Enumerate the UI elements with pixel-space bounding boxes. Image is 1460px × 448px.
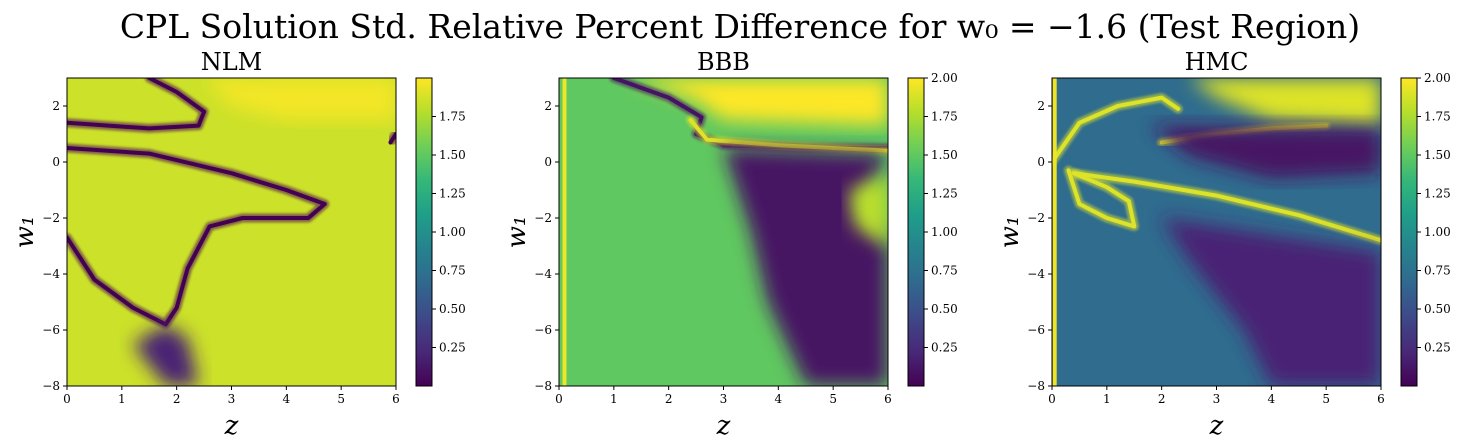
colorbar-tick-label: 0.75 — [439, 264, 466, 278]
y-axis-label: w₁ — [502, 216, 532, 249]
y-axis-label: w₁ — [995, 216, 1025, 249]
bright-region — [849, 176, 888, 246]
x-tick-label: 0 — [63, 392, 71, 406]
y-tick-label: −2 — [534, 211, 552, 225]
x-tick-label: 6 — [392, 392, 400, 406]
x-tick-label: 0 — [1048, 392, 1056, 406]
y-tick-label: −6 — [1027, 323, 1045, 337]
colorbar-tick-label: 1.25 — [439, 187, 466, 201]
contour-line — [688, 118, 888, 153]
y-tick-label: 2 — [1037, 99, 1045, 113]
x-tick-label: 3 — [720, 392, 728, 406]
bright-region — [149, 78, 396, 120]
colorbar — [415, 77, 433, 387]
y-tick-label: −4 — [534, 267, 552, 281]
y-tick-label: −4 — [42, 267, 60, 281]
panel-title: NLM — [201, 48, 263, 76]
heatmap-area — [67, 78, 396, 386]
x-tick-label: 6 — [884, 392, 892, 406]
colorbar-tick-label: 1.50 — [931, 148, 958, 162]
colorbar-tick-label: 0.25 — [1424, 341, 1451, 355]
contour-line — [67, 146, 327, 327]
dark-region — [723, 148, 888, 386]
y-tick-label: 0 — [544, 155, 552, 169]
bright-region — [630, 78, 888, 126]
x-tick-label: 1 — [610, 392, 618, 406]
x-tick-label: 4 — [283, 392, 291, 406]
colorbar-tick-label: 1.50 — [439, 148, 466, 162]
heatmap-area — [559, 78, 888, 386]
y-tick-label: −8 — [42, 379, 60, 393]
colorbar-tick-label: 2.00 — [1424, 71, 1451, 85]
contour-line — [388, 132, 396, 145]
contour-line — [67, 78, 207, 131]
x-tick-label: 0 — [555, 392, 563, 406]
x-axis-label: z — [1209, 411, 1224, 441]
y-tick-label: −8 — [1027, 379, 1045, 393]
y-tick-label: −4 — [1027, 267, 1045, 281]
colorbar-tick-label: 0.50 — [439, 302, 466, 316]
x-axis-label: z — [716, 411, 731, 441]
panel-title: BBB — [697, 48, 750, 76]
x-tick-label: 1 — [1103, 392, 1111, 406]
colorbar-tick-label: 0.50 — [1424, 302, 1451, 316]
x-tick-label: 5 — [337, 392, 345, 406]
x-tick-label: 3 — [228, 392, 236, 406]
heatmap-panel-nlm: 0 1 2 3 4 5 6 2 0 −2 −4 −6 −8 NLM z w₁ 0.25 0.50 0.75 1.00 1… — [10, 48, 466, 441]
dark-region — [132, 324, 199, 386]
panel-title: HMC — [1185, 48, 1249, 76]
y-tick-label: 2 — [544, 99, 552, 113]
colorbar-tick-label: 1.75 — [439, 110, 466, 124]
x-tick-label: 1 — [118, 392, 126, 406]
contour-line — [1066, 168, 1137, 229]
colorbar-tick-label: 1.00 — [931, 225, 958, 239]
figure-title: CPL Solution Std. Relative Percent Diffe… — [120, 7, 1360, 46]
y-tick-label: −2 — [1027, 211, 1045, 225]
colorbar-tick-label: 1.75 — [931, 110, 958, 124]
y-tick-label: −6 — [534, 323, 552, 337]
y-tick-label: 0 — [52, 155, 60, 169]
heatmap-panel-hmc: 0 1 2 3 4 5 6 2 0 −2 −4 −6 −8 HMC z w₁ 0.25 0.50 0.75 1.00 1… — [995, 48, 1451, 441]
colorbar-tick-label: 2.00 — [931, 71, 958, 85]
colorbar-tick-label: 0.50 — [931, 302, 958, 316]
y-tick-label: 2 — [52, 99, 60, 113]
x-tick-label: 5 — [829, 392, 837, 406]
x-tick-label: 2 — [1158, 392, 1166, 406]
colorbar — [907, 77, 925, 387]
x-tick-label: 4 — [1268, 392, 1276, 406]
colorbar-tick-label: 0.25 — [931, 341, 958, 355]
contour-line — [1052, 95, 1181, 164]
x-tick-label: 2 — [173, 392, 181, 406]
colorbar-tick-label: 0.25 — [439, 341, 466, 355]
dark-region — [1161, 218, 1381, 386]
colorbar-tick-label: 1.00 — [1424, 225, 1451, 239]
x-tick-label: 2 — [665, 392, 673, 406]
colorbar-tick-label: 0.75 — [1424, 264, 1451, 278]
colorbar-tick-label: 0.75 — [931, 264, 958, 278]
heatmap-panel-bbb: 0 1 2 3 4 5 6 2 0 −2 −4 −6 −8 BBB z w₁ 0.25 0.50 0.75 1.00 1… — [502, 48, 958, 441]
x-tick-label: 6 — [1377, 392, 1385, 406]
x-axis-label: z — [224, 411, 239, 441]
contour-line — [1071, 171, 1381, 243]
x-tick-label: 5 — [1322, 392, 1330, 406]
colorbar — [1400, 77, 1418, 387]
colorbar-tick-label: 1.75 — [1424, 110, 1451, 124]
y-axis-label: w₁ — [10, 216, 40, 249]
colorbar-tick-label: 1.00 — [439, 225, 466, 239]
y-tick-label: −6 — [42, 323, 60, 337]
x-tick-label: 4 — [775, 392, 783, 406]
y-tick-label: −8 — [534, 379, 552, 393]
y-tick-label: 0 — [1037, 155, 1045, 169]
x-tick-label: 3 — [1213, 392, 1221, 406]
colorbar-tick-label: 1.25 — [1424, 187, 1451, 201]
heatmap-area — [1052, 78, 1381, 386]
colorbar-tick-label: 1.50 — [1424, 148, 1451, 162]
bright-region — [1189, 78, 1381, 126]
dark-region — [1150, 125, 1381, 179]
colorbar-tick-label: 1.25 — [931, 187, 958, 201]
y-tick-label: −2 — [42, 211, 60, 225]
